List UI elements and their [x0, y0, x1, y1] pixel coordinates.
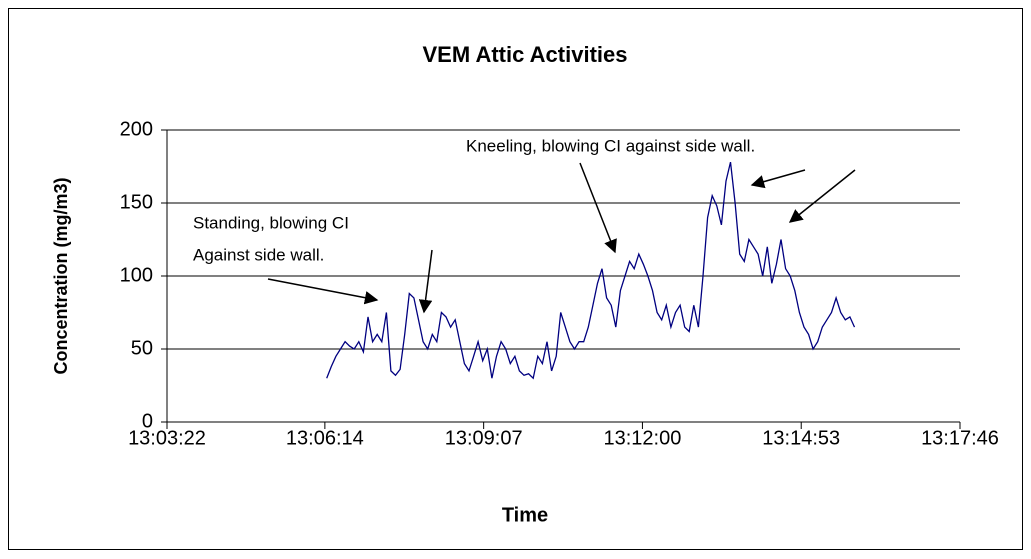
- arrow: [418, 249, 433, 314]
- x-tick-label: 13:14:53: [762, 427, 840, 449]
- y-axis-label: Concentration (mg/m3): [51, 177, 71, 374]
- y-tick-label: 100: [120, 264, 153, 286]
- arrow: [579, 162, 617, 254]
- arrow: [267, 278, 379, 305]
- annotation: Kneeling, blowing CI against side wall.: [466, 136, 755, 155]
- annotation: Against side wall.: [193, 245, 324, 264]
- x-tick-label: 13:09:07: [445, 427, 523, 449]
- arrows: [267, 162, 856, 314]
- y-tick-label: 50: [131, 337, 153, 359]
- frame: [8, 8, 1023, 550]
- x-tick-label: 13:03:22: [128, 427, 206, 449]
- x-axis-label: Time: [502, 504, 548, 526]
- arrow: [788, 169, 856, 223]
- arrow: [750, 169, 806, 189]
- x-tick-label: 13:17:46: [921, 427, 999, 449]
- chart-title: VEM Attic Activities: [423, 42, 628, 67]
- data-line: [326, 161, 856, 380]
- annotation: Standing, blowing CI: [193, 213, 349, 232]
- y-tick-label: 0: [142, 410, 153, 432]
- x-tick-label: 13:12:00: [604, 427, 682, 449]
- y-tick-label: 150: [120, 191, 153, 213]
- x-tick-label: 13:06:14: [286, 427, 364, 449]
- y-tick-label: 200: [120, 118, 153, 140]
